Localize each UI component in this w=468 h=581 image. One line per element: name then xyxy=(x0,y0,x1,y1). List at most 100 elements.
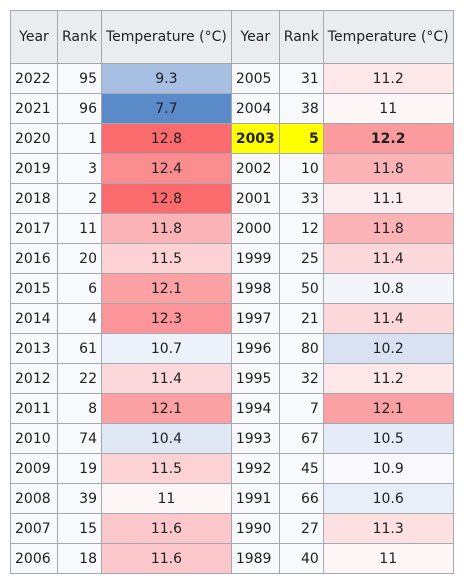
header-rank: Rank xyxy=(57,10,102,64)
year-cell: 1996 xyxy=(230,333,280,364)
year-cell: 2007 xyxy=(10,513,58,544)
rank-cell: 39 xyxy=(57,483,102,514)
rank-cell: 19 xyxy=(57,453,102,484)
temperature-cell: 12.3 xyxy=(100,303,232,334)
table-row: 2011 8 12.1 1994 7 12.1 xyxy=(10,393,454,424)
temperature-cell: 10.8 xyxy=(322,273,454,304)
year-cell: 2022 xyxy=(10,63,58,94)
rank-cell: 61 xyxy=(57,333,102,364)
table-row: 2019 3 12.4 2002 10 11.8 xyxy=(10,153,454,184)
rank-cell: 33 xyxy=(278,183,324,214)
temperature-cell: 11.6 xyxy=(100,513,232,544)
rank-cell: 8 xyxy=(57,393,102,424)
table-row: 2016 20 11.5 1999 25 11.4 xyxy=(10,243,454,274)
rank-cell: 11 xyxy=(57,213,102,244)
table-row: 2015 6 12.1 1998 50 10.8 xyxy=(10,273,454,304)
temperature-cell: 11.4 xyxy=(322,303,454,334)
temperature-cell: 11.3 xyxy=(322,513,454,544)
year-cell: 1989 xyxy=(230,543,280,574)
header-row: Year Rank Temperature (°C) Year Rank Tem… xyxy=(10,10,454,64)
year-cell: 2018 xyxy=(10,183,58,214)
year-cell: 2012 xyxy=(10,363,58,394)
rank-cell: 95 xyxy=(57,63,102,94)
temperature-cell: 12.1 xyxy=(100,273,232,304)
year-cell: 2021 xyxy=(10,93,58,124)
year-cell: 2019 xyxy=(10,153,58,184)
temperature-cell: 11 xyxy=(322,93,454,124)
temperature-cell: 11.5 xyxy=(100,243,232,274)
temperature-cell: 11.8 xyxy=(322,213,454,244)
year-cell: 2006 xyxy=(10,543,58,574)
year-cell: 2014 xyxy=(10,303,58,334)
temperature-cell: 11.2 xyxy=(322,363,454,394)
year-cell: 1999 xyxy=(230,243,280,274)
rank-cell: 3 xyxy=(57,153,102,184)
table-body: 2022 95 9.3 2005 31 11.2 2021 96 7.7 2004 38 11 2020… xyxy=(10,63,454,574)
rank-cell: 4 xyxy=(57,303,102,334)
table-row: 2018 2 12.8 2001 33 11.1 xyxy=(10,183,454,214)
year-cell: 2001 xyxy=(230,183,280,214)
temperature-ranking-table: Year Rank Temperature (°C) Year Rank Tem… xyxy=(10,10,454,574)
year-cell: 1991 xyxy=(230,483,280,514)
year-cell: 2000 xyxy=(230,213,280,244)
header-year: Year xyxy=(10,10,58,64)
temperature-cell: 10.4 xyxy=(100,423,232,454)
rank-cell: 32 xyxy=(278,363,324,394)
rank-cell: 18 xyxy=(57,543,102,574)
temperature-cell: 11.1 xyxy=(322,183,454,214)
rank-cell: 6 xyxy=(57,273,102,304)
temperature-table-container: Year Rank Temperature (°C) Year Rank Tem… xyxy=(10,10,454,574)
year-cell: 1995 xyxy=(230,363,280,394)
rank-cell: 67 xyxy=(278,423,324,454)
table-row: 2022 95 9.3 2005 31 11.2 xyxy=(10,63,454,94)
table-row: 2012 22 11.4 1995 32 11.2 xyxy=(10,363,454,394)
rank-cell: 2 xyxy=(57,183,102,214)
table-row: 2013 61 10.7 1996 80 10.2 xyxy=(10,333,454,364)
year-cell: 2011 xyxy=(10,393,58,424)
rank-cell: 31 xyxy=(278,63,324,94)
rank-cell: 10 xyxy=(278,153,324,184)
header-temperature: Temperature (°C) xyxy=(100,10,232,64)
table-row: 2010 74 10.4 1993 67 10.5 xyxy=(10,423,454,454)
header-year: Year xyxy=(230,10,280,64)
year-cell: 2013 xyxy=(10,333,58,364)
temperature-cell: 11.8 xyxy=(100,213,232,244)
rank-cell: 22 xyxy=(57,363,102,394)
temperature-cell: 11.8 xyxy=(322,153,454,184)
temperature-cell: 9.3 xyxy=(100,63,232,94)
temperature-cell: 12.1 xyxy=(322,393,454,424)
rank-cell: 25 xyxy=(278,243,324,274)
temperature-cell: 11.4 xyxy=(100,363,232,394)
rank-cell: 20 xyxy=(57,243,102,274)
table-row: 2014 4 12.3 1997 21 11.4 xyxy=(10,303,454,334)
header-temperature: Temperature (°C) xyxy=(322,10,454,64)
year-cell: 2008 xyxy=(10,483,58,514)
temperature-cell: 10.2 xyxy=(322,333,454,364)
table-row: 2009 19 11.5 1992 45 10.9 xyxy=(10,453,454,484)
year-cell: 2015 xyxy=(10,273,58,304)
table-row: 2006 18 11.6 1989 40 11 xyxy=(10,543,454,574)
rank-cell: 38 xyxy=(278,93,324,124)
temperature-cell: 12.4 xyxy=(100,153,232,184)
temperature-cell: 11.2 xyxy=(322,63,454,94)
temperature-cell: 10.7 xyxy=(100,333,232,364)
year-cell: 2016 xyxy=(10,243,58,274)
temperature-cell: 11 xyxy=(100,483,232,514)
temperature-cell: 10.9 xyxy=(322,453,454,484)
year-cell: 2005 xyxy=(230,63,280,94)
rank-cell: 5 xyxy=(278,123,324,154)
table-row: 2007 15 11.6 1990 27 11.3 xyxy=(10,513,454,544)
rank-cell: 40 xyxy=(278,543,324,574)
year-cell: 2017 xyxy=(10,213,58,244)
rank-cell: 80 xyxy=(278,333,324,364)
year-cell: 1998 xyxy=(230,273,280,304)
temperature-cell: 10.6 xyxy=(322,483,454,514)
temperature-cell: 11.5 xyxy=(100,453,232,484)
temperature-cell: 11 xyxy=(322,543,454,574)
temperature-cell: 12.1 xyxy=(100,393,232,424)
rank-cell: 50 xyxy=(278,273,324,304)
header-rank: Rank xyxy=(278,10,324,64)
year-cell: 1997 xyxy=(230,303,280,334)
rank-cell: 7 xyxy=(278,393,324,424)
year-cell: 2010 xyxy=(10,423,58,454)
